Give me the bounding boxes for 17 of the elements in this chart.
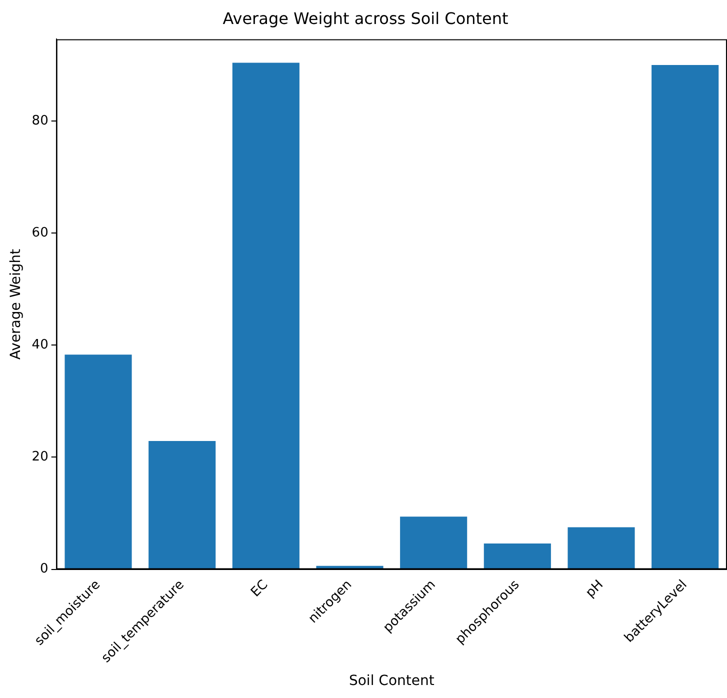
x-tick-label: pH: [583, 577, 606, 601]
x-axis-title: Soil Content: [348, 673, 435, 690]
y-tick-label: 40: [32, 338, 48, 353]
bar: [148, 440, 216, 569]
bar: [232, 62, 300, 569]
bar: [484, 543, 551, 569]
bar: [64, 354, 132, 569]
y-tick-label: 20: [32, 450, 48, 465]
y-tick-label: 80: [32, 113, 48, 128]
y-tick-label: 60: [32, 225, 48, 240]
y-axis-title: Average Weight: [8, 248, 24, 360]
chart-title: Average Weight across Soil Content: [222, 8, 508, 28]
x-tick-label: EC: [248, 577, 272, 600]
bar: [652, 64, 719, 569]
y-tick-label: 0: [40, 562, 48, 577]
bar: [568, 527, 635, 569]
bar: [400, 516, 468, 569]
